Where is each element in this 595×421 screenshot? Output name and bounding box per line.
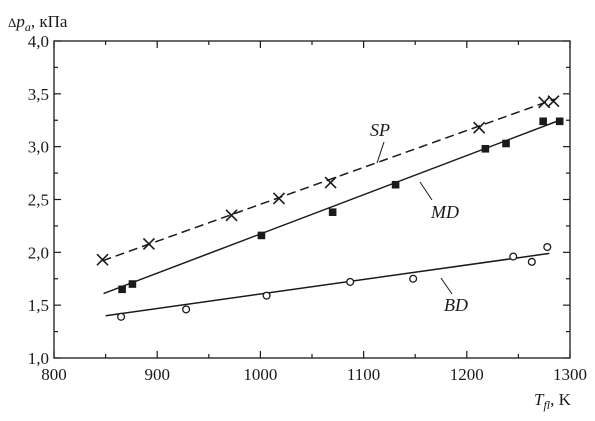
- point-bd: [117, 312, 126, 321]
- y-tick-label: 3,0: [28, 138, 49, 157]
- y-tick-label: 3,5: [28, 85, 49, 104]
- series-label-sp-leader: [376, 141, 385, 164]
- x-tick-label: 800: [41, 365, 67, 384]
- y-tick-label: 4,0: [28, 32, 49, 51]
- point-md: [539, 117, 547, 126]
- series-line-bd: [105, 252, 550, 317]
- point-md: [257, 231, 266, 240]
- point-sp: [272, 192, 286, 205]
- series-label-md: MD: [430, 202, 459, 222]
- point-sp: [473, 121, 486, 134]
- point-md: [118, 285, 126, 294]
- point-sp: [142, 237, 156, 250]
- point-sp: [324, 176, 337, 189]
- y-tick-label: 1,0: [28, 349, 49, 368]
- y-axis-label-prefix: Δ: [8, 15, 16, 30]
- plot-frame: [53, 40, 571, 359]
- point-sp: [547, 95, 560, 108]
- point-sp: [225, 209, 238, 222]
- axis-ticks: [53, 40, 571, 359]
- point-bd: [527, 257, 536, 266]
- x-tick-label: 1200: [450, 365, 484, 384]
- point-bd: [262, 291, 271, 300]
- point-md: [481, 144, 490, 153]
- y-tick-label: 2,0: [28, 243, 49, 262]
- x-tick-label: 1100: [347, 365, 380, 384]
- point-md: [328, 208, 337, 216]
- y-axis-label-subscript: a: [25, 20, 31, 34]
- x-axis-label-unit: , K: [550, 390, 572, 409]
- point-md: [502, 139, 510, 148]
- series-label-bd: BD: [444, 295, 468, 315]
- y-axis-label-symbol: p: [15, 12, 25, 31]
- y-axis-label: Δpa, кПа: [8, 12, 68, 34]
- x-tick-label: 900: [144, 365, 170, 384]
- y-tick-labels: 1,0 1,5 2,0 2,5 3,0 3,5 4,0: [28, 32, 49, 368]
- point-bd: [182, 305, 191, 314]
- point-bd: [346, 277, 355, 286]
- point-md: [128, 280, 137, 288]
- x-axis-label-symbol: T: [534, 390, 545, 409]
- y-tick-label: 1,5: [28, 296, 49, 315]
- series-label-sp: SP: [370, 120, 390, 140]
- y-tick-label: 2,5: [28, 191, 49, 210]
- point-sp: [96, 253, 109, 266]
- x-axis-label-subscript: fl: [543, 398, 550, 412]
- x-tick-labels: 800 900 1000 1100 1200 1300: [41, 365, 587, 384]
- point-md: [391, 180, 400, 189]
- x-axis-label: Tfl, K: [534, 390, 572, 412]
- point-bd: [409, 274, 418, 283]
- series-markers: [96, 95, 564, 321]
- series-lines: [102, 98, 560, 317]
- series-line-md: [103, 119, 560, 295]
- y-axis-label-unit: , кПа: [31, 12, 68, 31]
- point-md: [555, 117, 564, 126]
- series-label-bd-leader: [440, 277, 453, 295]
- series-label-md-leader: [419, 181, 433, 201]
- point-bd: [509, 252, 518, 261]
- x-tick-label: 1300: [553, 365, 587, 384]
- x-tick-label: 1000: [243, 365, 277, 384]
- point-bd: [543, 243, 552, 252]
